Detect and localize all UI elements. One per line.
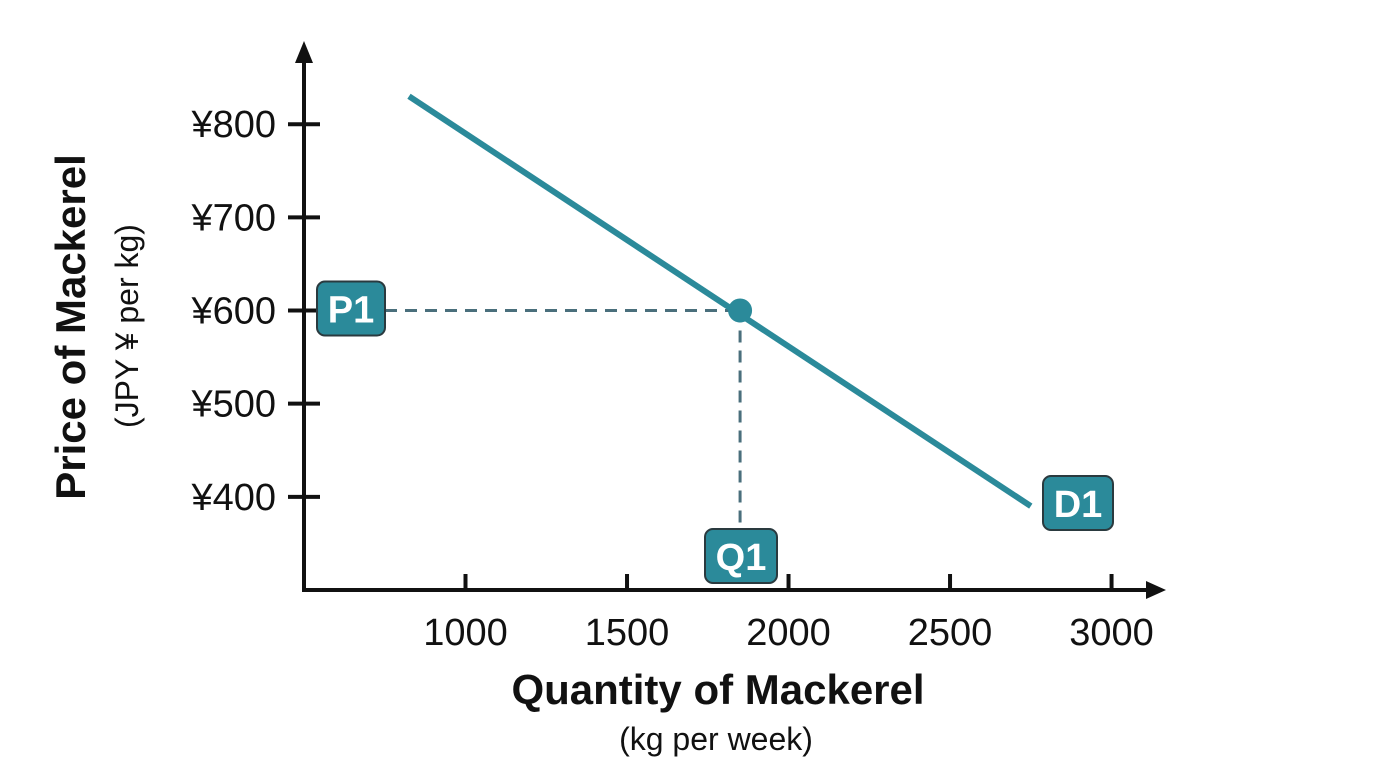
demand-curve-d1 [407, 93, 1033, 509]
quantity-label-q1-box [704, 528, 778, 584]
y-axis-subtitle: (JPY ¥ per kg) [109, 224, 145, 428]
guide-lines [385, 309, 742, 530]
y-ticks: ¥400 ¥500 ¥600 ¥700 ¥800 [190, 104, 320, 519]
equilibrium-point [728, 298, 753, 323]
x-ticks: 1000 1500 2000 2500 3000 [423, 574, 1154, 654]
quantity-label-q1-text: Q1 [716, 537, 767, 579]
x-tick-label: 2500 [908, 612, 993, 654]
curve-label-d1-text: D1 [1054, 484, 1103, 526]
y-axis-title: Price of Mackerel [47, 154, 94, 500]
y-axis-arrow [295, 41, 313, 63]
x-tick-label: 1500 [585, 612, 670, 654]
series-layer [407, 93, 1033, 509]
price-label-p1-text: P1 [328, 290, 374, 332]
y-tick-label: ¥700 [190, 197, 276, 239]
label-badges: P1 Q1 D1 [316, 280, 1114, 584]
y-tick-label: ¥600 [190, 291, 276, 333]
quantity-label-q1: Q1 [704, 528, 778, 584]
x-tick-label: 2000 [746, 612, 831, 654]
price-label-p1: P1 [316, 280, 386, 337]
x-axis-subtitle: (kg per week) [619, 721, 813, 757]
price-label-p1-box [316, 280, 386, 337]
x-axis-title: Quantity of Mackerel [511, 666, 924, 713]
y-tick-label: ¥800 [190, 104, 276, 146]
x-axis-arrow [1146, 581, 1166, 599]
curve-label-d1-box [1042, 475, 1114, 531]
y-tick-label: ¥500 [190, 384, 276, 426]
x-tick-label: 3000 [1069, 612, 1154, 654]
curve-label-d1: D1 [1042, 475, 1114, 531]
y-tick-label: ¥400 [190, 477, 276, 519]
x-tick-label: 1000 [423, 612, 508, 654]
